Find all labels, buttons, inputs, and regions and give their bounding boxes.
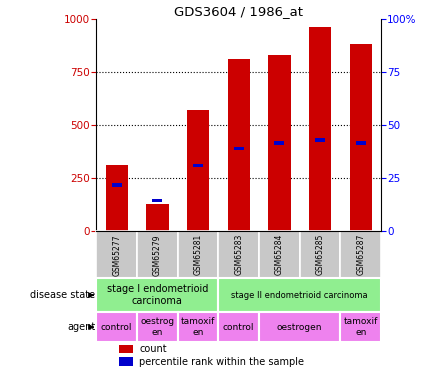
Text: tamoxif
en: tamoxif en — [181, 317, 215, 337]
Bar — [274, 141, 284, 145]
Bar — [259, 312, 340, 342]
Bar — [219, 278, 381, 312]
Bar — [146, 204, 169, 231]
Bar — [187, 110, 209, 231]
Text: control: control — [101, 322, 132, 332]
Bar — [112, 183, 122, 186]
Bar — [268, 55, 290, 231]
Text: GSM65277: GSM65277 — [112, 234, 121, 276]
Bar — [137, 231, 178, 278]
Bar — [178, 231, 219, 278]
Bar — [315, 138, 325, 142]
Bar — [340, 231, 381, 278]
Text: stage I endometrioid
carcinoma: stage I endometrioid carcinoma — [107, 284, 208, 306]
Text: GSM65283: GSM65283 — [234, 234, 243, 276]
Bar — [350, 44, 372, 231]
Text: agent: agent — [67, 322, 95, 332]
Text: GSM65279: GSM65279 — [153, 234, 162, 276]
Text: percentile rank within the sample: percentile rank within the sample — [139, 357, 304, 367]
Text: tamoxif
en: tamoxif en — [343, 317, 378, 337]
Bar — [119, 345, 133, 354]
Bar — [234, 147, 244, 150]
Text: stage II endometrioid carcinoma: stage II endometrioid carcinoma — [231, 291, 368, 300]
Bar — [219, 312, 259, 342]
Bar — [106, 165, 128, 231]
Bar — [193, 164, 203, 167]
Bar — [152, 199, 162, 202]
Text: oestrog
en: oestrog en — [140, 317, 174, 337]
Text: oestrogen: oestrogen — [277, 322, 322, 332]
Text: disease state: disease state — [30, 290, 95, 300]
Bar — [96, 312, 137, 342]
Text: control: control — [223, 322, 254, 332]
Bar — [178, 312, 219, 342]
Text: count: count — [139, 344, 167, 354]
Bar — [96, 231, 137, 278]
Text: GSM65287: GSM65287 — [356, 234, 365, 276]
Bar — [219, 231, 259, 278]
Text: GSM65285: GSM65285 — [315, 234, 325, 276]
Bar — [356, 141, 366, 145]
Bar — [227, 59, 250, 231]
Bar — [96, 278, 219, 312]
Bar — [340, 312, 381, 342]
Title: GDS3604 / 1986_at: GDS3604 / 1986_at — [174, 4, 303, 18]
Bar — [300, 231, 340, 278]
Bar — [309, 27, 331, 231]
Bar — [119, 357, 133, 366]
Bar — [137, 312, 178, 342]
Text: GSM65284: GSM65284 — [275, 234, 284, 276]
Text: GSM65281: GSM65281 — [194, 234, 202, 275]
Bar — [259, 231, 300, 278]
